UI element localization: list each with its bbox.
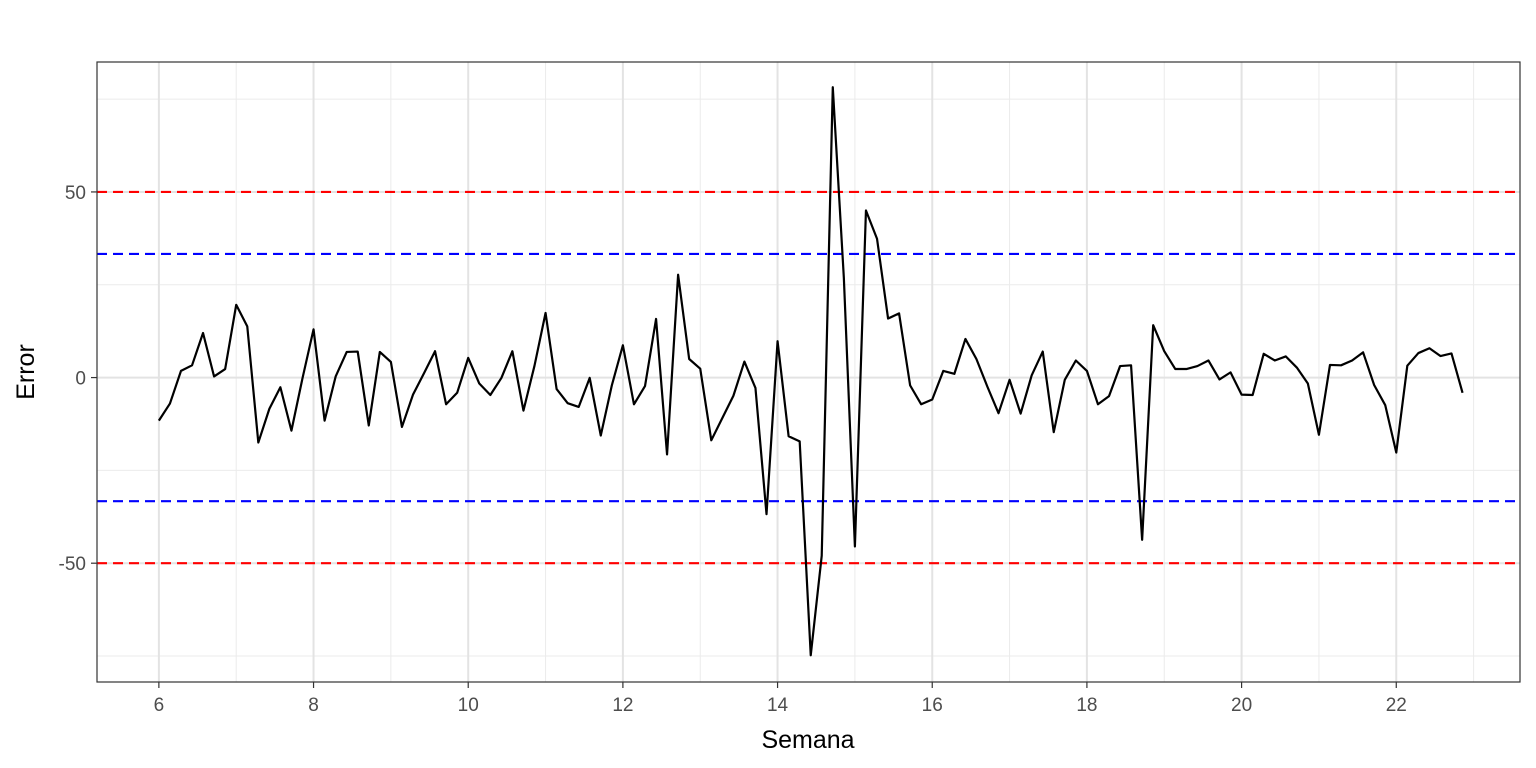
error-series-line <box>157 86 1464 657</box>
x-tick-label: 22 <box>1386 695 1407 716</box>
y-tick-label: -50 <box>59 554 86 575</box>
y-tick-label: 0 <box>75 369 86 390</box>
x-tick-label: 18 <box>1076 695 1097 716</box>
x-axis-ticks: 6 8 10 12 14 16 18 20 22 <box>154 682 1407 716</box>
y-axis-ticks: -50 0 50 <box>59 183 97 575</box>
x-tick-label: 14 <box>767 695 789 716</box>
control-limit-lines <box>97 190 1520 565</box>
y-tick-label: 50 <box>65 183 86 204</box>
x-tick-label: 10 <box>458 695 479 716</box>
x-tick-label: 8 <box>308 695 319 716</box>
panel-border <box>96 61 1521 683</box>
x-tick-label: 6 <box>154 695 165 716</box>
x-tick-label: 16 <box>922 695 943 716</box>
x-axis-title: Semana <box>761 726 854 754</box>
series-layer <box>157 86 1464 657</box>
x-tick-label: 20 <box>1231 695 1252 716</box>
x-tick-label: 12 <box>612 695 633 716</box>
minor-gridlines <box>97 62 1520 682</box>
y-axis-title: Error <box>12 344 40 400</box>
